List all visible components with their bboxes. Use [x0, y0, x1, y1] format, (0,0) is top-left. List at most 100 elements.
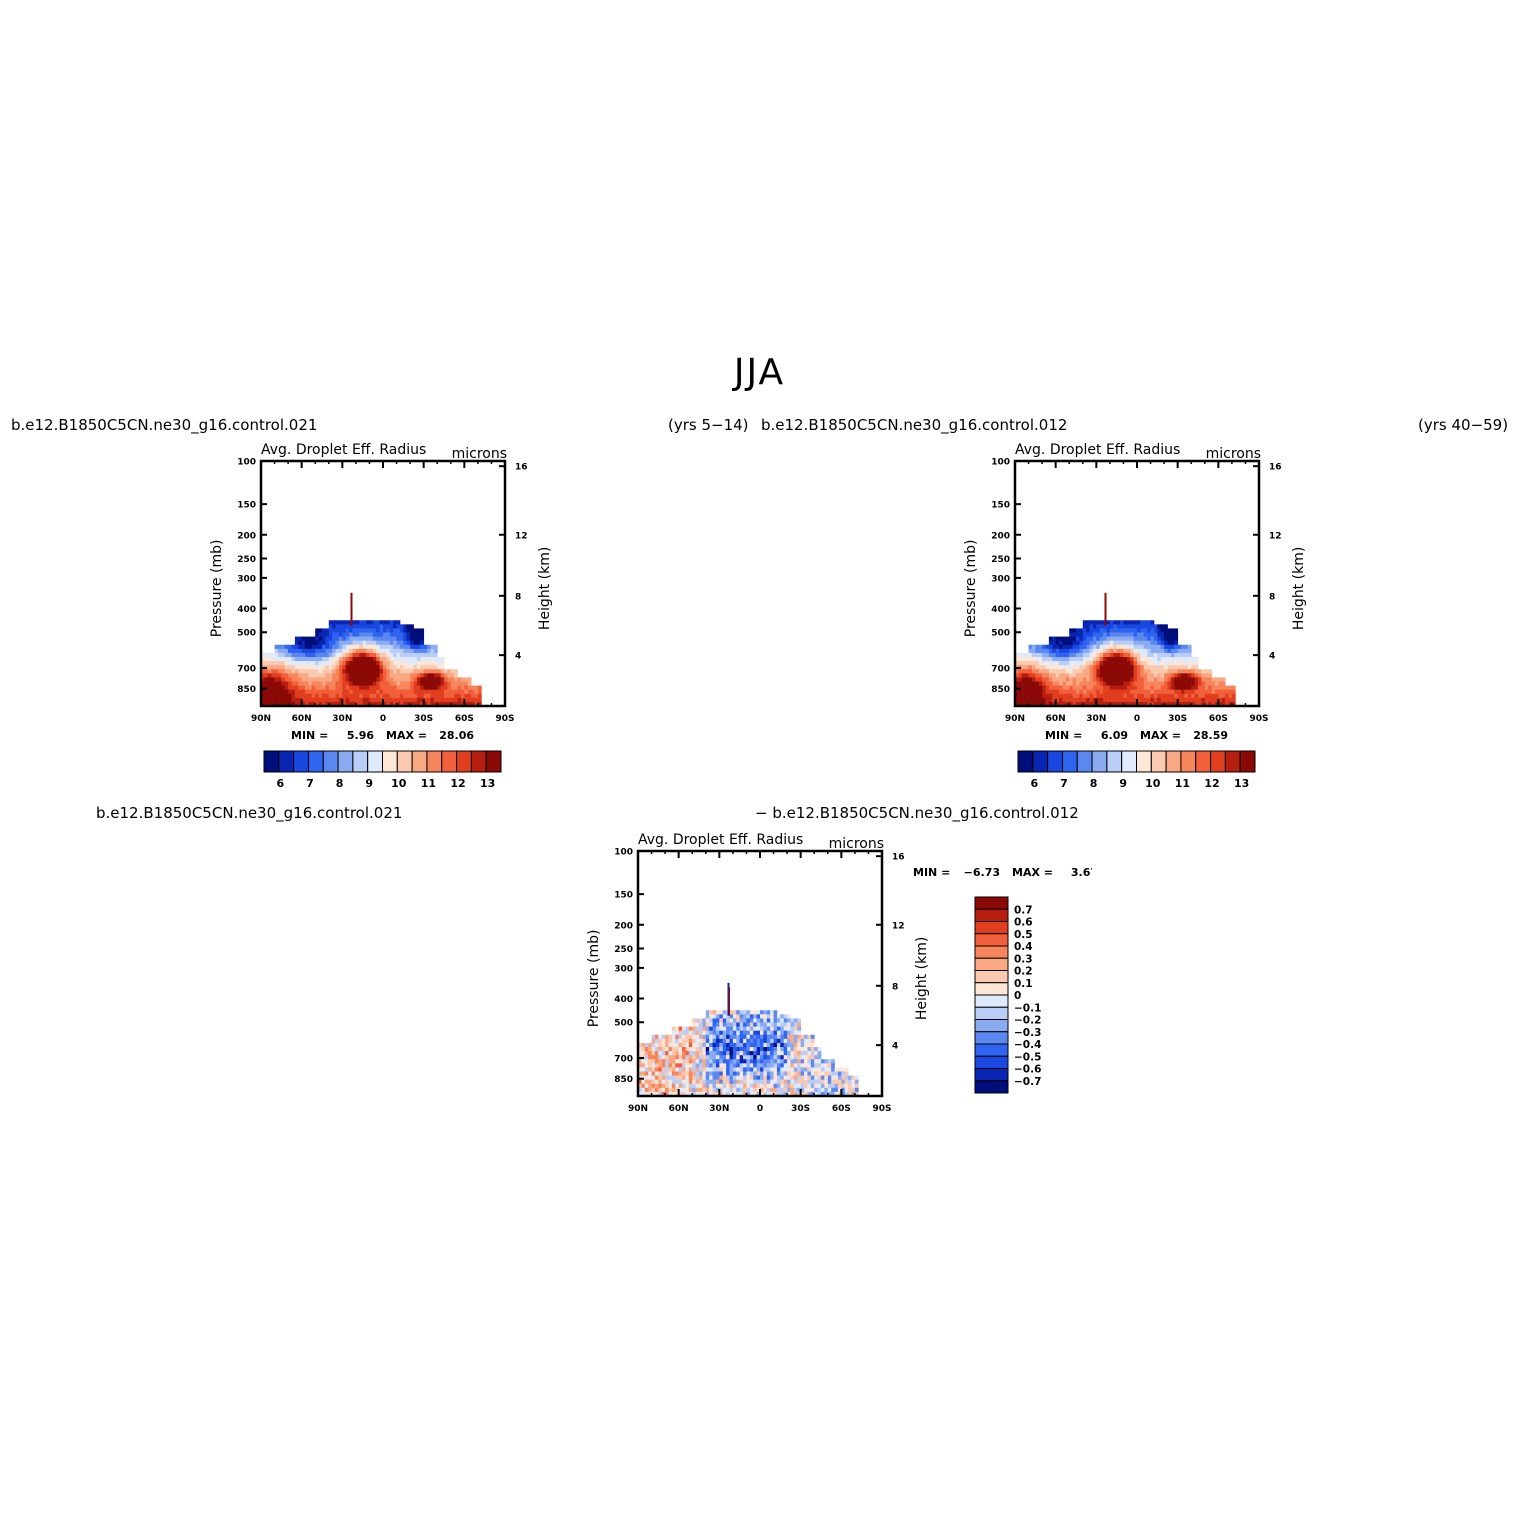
- heatmap-cell: [372, 677, 377, 682]
- heatmap-cell: [416, 669, 421, 674]
- heatmap-cell: [1194, 685, 1199, 691]
- heatmap-cell: [732, 1014, 737, 1019]
- heatmap-cell: [685, 1087, 690, 1093]
- heatmap-cell: [389, 636, 394, 642]
- heatmap-cell: [695, 1047, 700, 1052]
- heatmap-cell: [1092, 665, 1097, 670]
- heatmap-cell: [1055, 677, 1060, 682]
- heatmap-cell: [315, 652, 320, 658]
- heatmap-cell: [399, 652, 404, 658]
- heatmap-cell: [393, 657, 397, 662]
- heatmap-cell: [821, 1059, 825, 1064]
- heatmap-cell: [709, 1014, 713, 1019]
- heatmap-cell: [322, 657, 326, 662]
- heatmap-cell: [753, 1030, 758, 1036]
- heatmap-cell: [1048, 677, 1053, 682]
- heatmap-cell: [739, 1055, 744, 1060]
- heatmap-cell: [793, 1042, 798, 1048]
- heatmap-cell: [682, 1026, 686, 1032]
- heatmap-cell: [790, 1063, 795, 1068]
- heatmap-cell: [783, 1038, 788, 1044]
- heatmap-cell: [427, 652, 431, 658]
- heatmap-cell: [736, 1091, 741, 1097]
- heatmap-cell: [1187, 652, 1192, 658]
- heatmap-cell: [1089, 636, 1094, 642]
- heatmap-cell: [1038, 648, 1043, 654]
- heatmap-cell: [851, 1087, 856, 1093]
- heatmap-cell: [719, 1091, 724, 1097]
- heatmap-cell: [814, 1067, 819, 1072]
- heatmap-cell: [355, 693, 360, 699]
- heatmap-cell: [281, 648, 286, 654]
- heatmap-cell: [1123, 632, 1128, 637]
- heatmap-cell: [403, 693, 408, 699]
- heatmap-cell: [699, 1059, 703, 1064]
- heatmap-cell: [399, 657, 404, 662]
- heatmap-cell: [464, 689, 469, 695]
- heatmap-cell: [328, 644, 333, 650]
- heatmap-cell: [1198, 677, 1202, 682]
- heatmap-cell: [854, 1083, 859, 1089]
- heatmap-cell: [1059, 657, 1063, 662]
- heatmap-cell: [732, 1079, 737, 1085]
- heatmap-cell: [308, 669, 313, 674]
- heatmap-cell: [1106, 677, 1111, 682]
- heatmap-cell: [739, 1018, 744, 1023]
- heatmap-cell: [1065, 657, 1070, 662]
- heatmap-cell: [1096, 644, 1101, 650]
- heatmap-cell: [291, 648, 296, 654]
- heatmap-cell: [743, 1014, 747, 1019]
- heatmap-cell: [366, 661, 370, 666]
- heatmap-cell: [355, 669, 360, 674]
- heatmap-cell: [739, 1026, 744, 1032]
- heatmap-cell: [827, 1083, 832, 1089]
- heatmap-cell: [298, 701, 303, 707]
- heatmap-cell: [766, 1038, 771, 1044]
- heatmap-cell: [355, 636, 360, 642]
- heatmap-cell: [366, 628, 370, 633]
- heatmap-cell: [773, 1091, 778, 1097]
- heatmap-cell: [1120, 624, 1124, 629]
- heatmap-cell: [352, 628, 357, 633]
- heatmap-cell: [814, 1059, 819, 1064]
- heatmap-cell: [345, 657, 350, 662]
- heatmap-cell: [308, 652, 313, 658]
- heatmap-cell: [291, 644, 296, 650]
- heatmap-cell: [322, 632, 326, 637]
- heatmap-cell: [807, 1059, 812, 1064]
- heatmap-cell: [430, 689, 435, 695]
- heatmap-cell: [1048, 673, 1053, 678]
- heatmap-cell: [1086, 677, 1090, 682]
- heatmap-cell: [753, 1075, 758, 1081]
- heatmap-cell: [1214, 689, 1219, 695]
- heatmap-cell: [1052, 652, 1057, 658]
- heatmap-cell: [318, 640, 323, 646]
- heatmap-cell: [1076, 669, 1080, 674]
- heatmap-cell: [1164, 644, 1168, 650]
- heatmap-cell: [416, 652, 421, 658]
- heatmap-cell: [1018, 689, 1023, 695]
- heatmap-cell: [460, 701, 465, 707]
- heatmap-cell: [386, 657, 391, 662]
- heatmap-cell: [722, 1047, 727, 1052]
- heatmap-cell: [1103, 628, 1107, 633]
- heatmap-cell: [1096, 685, 1101, 691]
- heatmap-cell: [807, 1034, 812, 1040]
- heatmap-cell: [726, 1030, 730, 1036]
- heatmap-cell: [274, 652, 279, 658]
- heatmap-cell: [355, 640, 360, 646]
- heatmap-cell: [328, 657, 333, 662]
- heatmap-cell: [719, 1055, 724, 1060]
- heatmap-cell: [736, 1087, 741, 1093]
- colorbar-label: 0.7: [1014, 904, 1033, 916]
- heatmap-cell: [804, 1087, 808, 1093]
- heatmap-cell: [267, 685, 272, 691]
- heatmap-cell: [685, 1067, 690, 1072]
- heatmap-cell: [1211, 689, 1216, 695]
- heatmap-cell: [403, 624, 408, 629]
- heatmap-cell: [386, 652, 391, 658]
- y-tick-label: 300: [237, 574, 256, 584]
- heatmap-cell: [1221, 693, 1226, 699]
